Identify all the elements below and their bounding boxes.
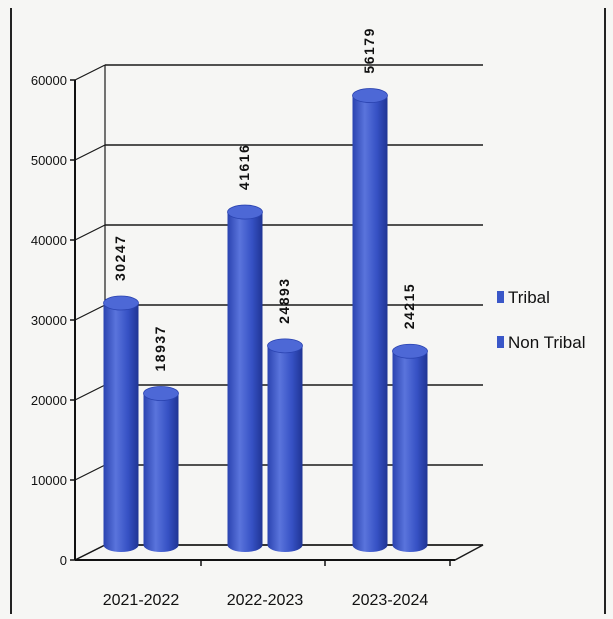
- gridline-depth: [74, 144, 106, 161]
- bar-top: [352, 88, 388, 103]
- legend-swatch-tribal: [497, 291, 504, 303]
- gridline-depth: [74, 64, 106, 81]
- legend-label-tribal: Tribal: [508, 288, 550, 307]
- y-tick-label: 40000: [31, 233, 67, 248]
- y-tick-label: 60000: [31, 73, 67, 88]
- bar-tribal: [352, 95, 388, 553]
- x-tick-label: 2023-2024: [352, 592, 429, 609]
- data-label: 30247: [112, 235, 128, 281]
- y-tick-label: 30000: [31, 313, 67, 328]
- bar-top: [143, 386, 179, 401]
- chart-frame: [10, 8, 606, 614]
- bar-tribal: [103, 303, 139, 552]
- axis-layer: [70, 79, 455, 566]
- legend-swatch-non-tribal: [497, 336, 504, 348]
- legend: Tribal Non Tribal: [497, 288, 585, 352]
- gridline-depth: [74, 304, 106, 321]
- y-tick-label: 0: [60, 553, 67, 568]
- data-label: 24215: [401, 283, 417, 329]
- gridline-depth: [74, 384, 106, 401]
- data-label: 24893: [276, 277, 292, 323]
- gridline-depth: [74, 224, 106, 241]
- bars-layer: [103, 88, 428, 553]
- data-label: 56179: [361, 27, 377, 73]
- bar-top: [267, 338, 303, 354]
- legend-label-non-tribal: Non Tribal: [508, 333, 585, 352]
- x-tick-label: 2022-2023: [227, 592, 304, 609]
- y-tick-label: 20000: [31, 393, 67, 408]
- bar-tribal: [227, 212, 263, 552]
- data-label: 18937: [152, 325, 168, 371]
- x-tick-label: 2021-2022: [103, 592, 180, 609]
- bar-top: [227, 204, 263, 220]
- labels-layer: 0 10000 20000 30000 40000 50000 60000 2021-2022…: [31, 27, 429, 609]
- bar-top: [103, 295, 139, 311]
- bar-non-tribal: [143, 393, 179, 552]
- gridline-depth: [74, 464, 106, 481]
- bar-top: [392, 343, 428, 359]
- y-tick-label: 50000: [31, 153, 67, 168]
- bar-non-tribal: [392, 351, 428, 552]
- data-label: 41616: [236, 144, 252, 190]
- bar-non-tribal: [267, 345, 303, 552]
- y-tick-label: 10000: [31, 473, 67, 488]
